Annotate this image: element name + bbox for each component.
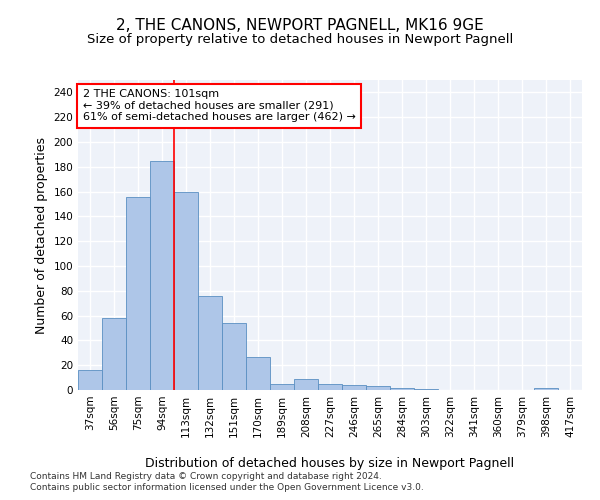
Bar [390,388,414,390]
Bar [102,318,126,390]
Bar [294,379,318,390]
Text: Size of property relative to detached houses in Newport Pagnell: Size of property relative to detached ho… [87,32,513,46]
Bar [246,356,270,390]
Bar [222,323,246,390]
Bar [414,389,438,390]
Bar [78,370,102,390]
Bar [174,192,198,390]
Bar [534,388,558,390]
Bar [150,160,174,390]
Text: Contains HM Land Registry data © Crown copyright and database right 2024.: Contains HM Land Registry data © Crown c… [30,472,382,481]
Text: Contains public sector information licensed under the Open Government Licence v3: Contains public sector information licen… [30,484,424,492]
Text: 2, THE CANONS, NEWPORT PAGNELL, MK16 9GE: 2, THE CANONS, NEWPORT PAGNELL, MK16 9GE [116,18,484,32]
Bar [366,386,390,390]
Y-axis label: Number of detached properties: Number of detached properties [35,136,48,334]
Bar [342,385,366,390]
Bar [126,196,150,390]
Text: 2 THE CANONS: 101sqm
← 39% of detached houses are smaller (291)
61% of semi-deta: 2 THE CANONS: 101sqm ← 39% of detached h… [83,90,356,122]
Bar [198,296,222,390]
Bar [318,384,342,390]
Bar [270,384,294,390]
Text: Distribution of detached houses by size in Newport Pagnell: Distribution of detached houses by size … [145,458,515,470]
